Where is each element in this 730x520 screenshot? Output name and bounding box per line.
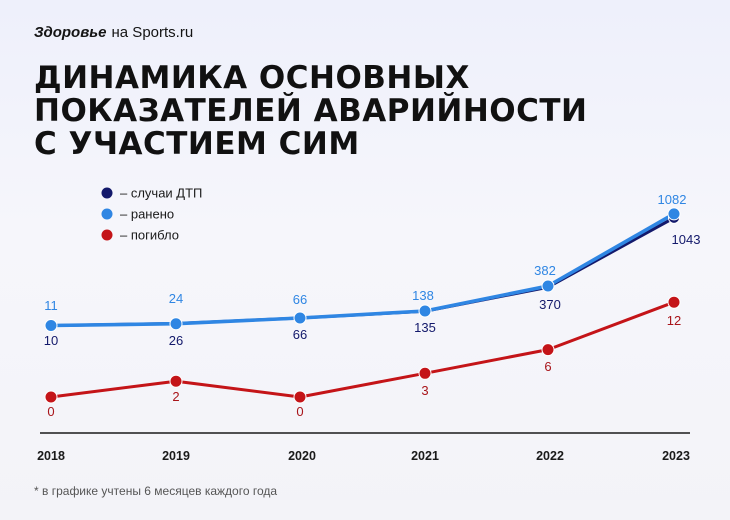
label-killed-2019: 2 [172, 389, 179, 404]
label-dtp-2022: 370 [539, 297, 561, 312]
brand-logo: Здоровье на Sports.ru [34, 24, 193, 41]
label-injured-2021: 138 [412, 288, 434, 303]
point-injured-2018 [44, 319, 58, 332]
point-killed-2019 [169, 374, 183, 388]
legend-marker-killed [101, 229, 113, 241]
point-injured-2019 [169, 317, 183, 331]
point-killed-2020 [293, 390, 307, 404]
point-killed-2022 [541, 343, 555, 357]
label-injured-2023: 1082 [658, 192, 687, 207]
x-tick-2023: 2023 [662, 449, 690, 463]
x-tick-2021: 2021 [411, 449, 439, 463]
label-killed-2022: 6 [544, 359, 551, 374]
legend-marker-dtp [101, 187, 113, 199]
legend-label-injured: – ранено [120, 207, 174, 222]
point-injured-2021 [418, 304, 432, 318]
brand-name: Здоровье [34, 24, 107, 41]
title-line-1: ДИНАМИКА ОСНОВНЫХ [34, 60, 470, 96]
label-killed-2018: 0 [47, 404, 54, 419]
point-killed-2023 [667, 295, 681, 309]
footnote: * в графике учтены 6 месяцев каждого год… [34, 484, 278, 498]
legend-marker-injured [101, 208, 113, 220]
title-line-3: С УЧАСТИЕМ СИМ [34, 126, 360, 162]
x-tick-2018: 2018 [37, 449, 65, 463]
point-injured-2022 [541, 279, 555, 293]
label-dtp-2018: 10 [44, 333, 58, 348]
series-line-injured [49, 212, 676, 328]
data-labels: 11 24 66 138 382 1082 10 26 66 135 370 1043 0 2 0 3 6 12 [44, 192, 701, 419]
series-points [44, 207, 681, 404]
series-line-killed [49, 300, 676, 399]
x-tick-labels: 2018 2019 2020 2021 2022 2023 [37, 449, 690, 463]
label-injured-2020: 66 [293, 292, 307, 307]
label-injured-2022: 382 [534, 263, 556, 278]
label-dtp-2023: 1043 [672, 232, 701, 247]
label-dtp-2020: 66 [293, 327, 307, 342]
label-killed-2023: 12 [667, 313, 681, 328]
brand-suffix: на Sports.ru [111, 24, 194, 41]
label-injured-2018: 11 [44, 298, 58, 313]
legend: – случаи ДТП – ранено – погибло [101, 186, 202, 243]
series-lines [49, 212, 676, 399]
label-killed-2020: 0 [296, 404, 303, 419]
point-injured-2020 [293, 311, 307, 325]
x-tick-2019: 2019 [162, 449, 190, 463]
label-dtp-2021: 135 [414, 320, 436, 335]
x-tick-2022: 2022 [536, 449, 564, 463]
page-title: ДИНАМИКА ОСНОВНЫХ ПОКАЗАТЕЛЕЙ АВАРИЙНОСТ… [34, 62, 588, 161]
label-injured-2019: 24 [169, 291, 183, 306]
title-line-2: ПОКАЗАТЕЛЕЙ АВАРИЙНОСТИ [34, 93, 588, 129]
legend-label-dtp: – случаи ДТП [120, 186, 202, 201]
point-killed-2018 [44, 390, 58, 404]
legend-label-killed: – погибло [120, 228, 179, 243]
label-killed-2021: 3 [421, 383, 428, 398]
x-tick-2020: 2020 [288, 449, 316, 463]
point-killed-2021 [418, 366, 432, 380]
point-injured-2023 [667, 207, 681, 221]
label-dtp-2019: 26 [169, 333, 183, 348]
